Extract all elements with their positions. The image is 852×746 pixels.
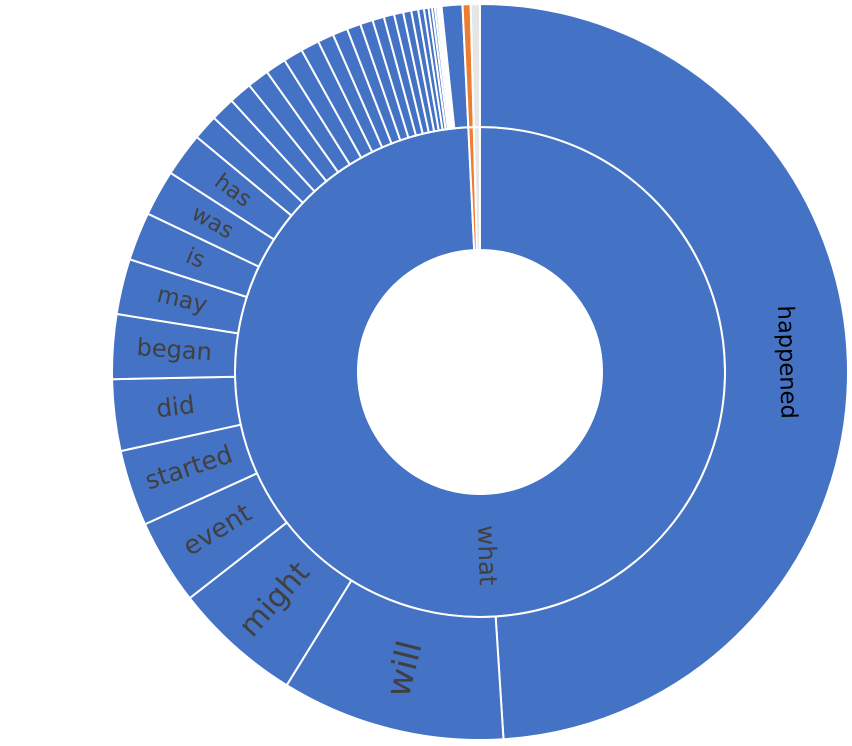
segment-label: what bbox=[472, 525, 503, 586]
segment-label: began bbox=[136, 333, 213, 366]
segment-label: happened bbox=[772, 305, 802, 419]
outer-segment bbox=[469, 2, 481, 129]
segment-label: did bbox=[155, 390, 197, 423]
outer-segment bbox=[479, 2, 849, 741]
